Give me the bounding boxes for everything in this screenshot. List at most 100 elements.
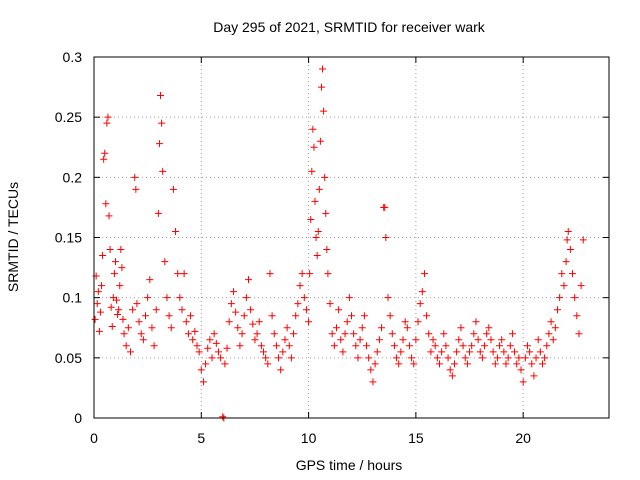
y-axis-label: SRMTID / TECUs — [5, 182, 21, 292]
data-point — [429, 336, 437, 344]
data-point — [96, 308, 104, 316]
data-point — [321, 173, 329, 181]
data-point — [386, 312, 394, 320]
data-point — [500, 348, 508, 356]
data-point — [312, 234, 320, 241]
data-point — [403, 324, 411, 332]
data-point — [319, 65, 327, 73]
data-point — [131, 173, 139, 181]
data-point — [150, 342, 158, 350]
data-point — [528, 360, 536, 368]
data-point — [266, 270, 274, 278]
data-point — [427, 348, 435, 356]
data-point — [294, 300, 302, 308]
data-point — [91, 315, 99, 323]
x-axis-ticks: 0 5 10 15 20 — [90, 57, 531, 446]
data-point — [412, 336, 420, 344]
data-point — [227, 300, 235, 308]
data-point — [307, 215, 315, 223]
data-point — [234, 324, 242, 332]
data-point — [330, 342, 338, 350]
data-point — [132, 185, 140, 193]
data-point — [485, 324, 493, 332]
data-point — [569, 270, 577, 278]
data-point — [538, 360, 546, 368]
x-tick-label: 20 — [515, 430, 531, 446]
data-point — [564, 227, 572, 235]
data-point — [455, 336, 463, 344]
data-points — [91, 65, 587, 422]
data-point — [442, 342, 450, 350]
data-point — [563, 236, 571, 244]
data-point — [438, 348, 446, 356]
data-point — [457, 324, 465, 332]
data-point — [579, 236, 587, 244]
y-tick-label: 0.15 — [55, 230, 82, 246]
data-point — [290, 330, 298, 338]
data-point — [448, 372, 456, 380]
data-point — [416, 300, 424, 308]
data-point — [199, 378, 207, 386]
data-point — [93, 300, 101, 308]
data-point — [302, 306, 310, 314]
data-point — [335, 306, 343, 314]
data-point — [498, 336, 506, 344]
data-point — [433, 354, 441, 362]
data-point — [279, 348, 287, 356]
data-point — [157, 92, 165, 100]
data-point — [536, 348, 544, 356]
data-point — [566, 246, 574, 254]
data-point — [472, 318, 480, 326]
data-point — [322, 209, 330, 217]
data-point — [571, 294, 579, 302]
data-point — [560, 282, 568, 290]
data-point — [146, 276, 154, 284]
data-point — [551, 324, 559, 332]
data-point — [229, 288, 237, 296]
data-point — [451, 360, 458, 368]
data-point — [110, 270, 118, 278]
data-point — [108, 323, 116, 331]
data-point — [414, 318, 422, 326]
data-point — [575, 330, 583, 338]
data-point — [163, 294, 171, 302]
data-point — [262, 354, 270, 362]
data-point — [225, 318, 233, 326]
data-point — [326, 300, 334, 308]
data-point — [317, 83, 325, 91]
data-point — [172, 227, 180, 235]
data-point — [425, 330, 433, 338]
data-point — [313, 252, 321, 260]
data-point — [341, 330, 349, 338]
data-point — [232, 308, 240, 316]
data-point — [238, 330, 246, 338]
y-tick-label: 0.1 — [63, 290, 83, 306]
data-point — [210, 330, 218, 338]
data-point — [154, 209, 162, 217]
data-point — [401, 318, 409, 326]
data-point — [236, 342, 244, 350]
data-point — [324, 270, 332, 278]
data-point — [214, 348, 222, 356]
data-point — [418, 288, 426, 296]
data-point — [115, 306, 123, 314]
data-point — [493, 354, 501, 362]
data-point — [174, 270, 182, 278]
data-point — [558, 270, 566, 278]
data-point — [206, 336, 214, 344]
data-point — [187, 312, 195, 320]
data-point — [476, 348, 484, 356]
data-point — [100, 155, 108, 163]
data-point — [249, 320, 257, 328]
data-point — [390, 342, 398, 350]
data-point — [101, 149, 109, 157]
data-point — [350, 330, 358, 338]
data-point — [360, 312, 368, 320]
data-point — [556, 294, 564, 302]
data-point — [410, 360, 418, 368]
data-point — [463, 360, 471, 368]
data-point — [478, 354, 486, 362]
data-point — [178, 306, 186, 314]
data-point — [481, 342, 489, 350]
